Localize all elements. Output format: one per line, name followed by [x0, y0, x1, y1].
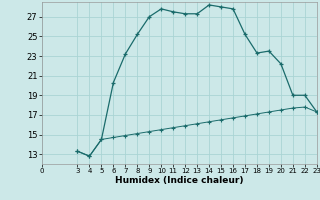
X-axis label: Humidex (Indice chaleur): Humidex (Indice chaleur) — [115, 176, 244, 185]
